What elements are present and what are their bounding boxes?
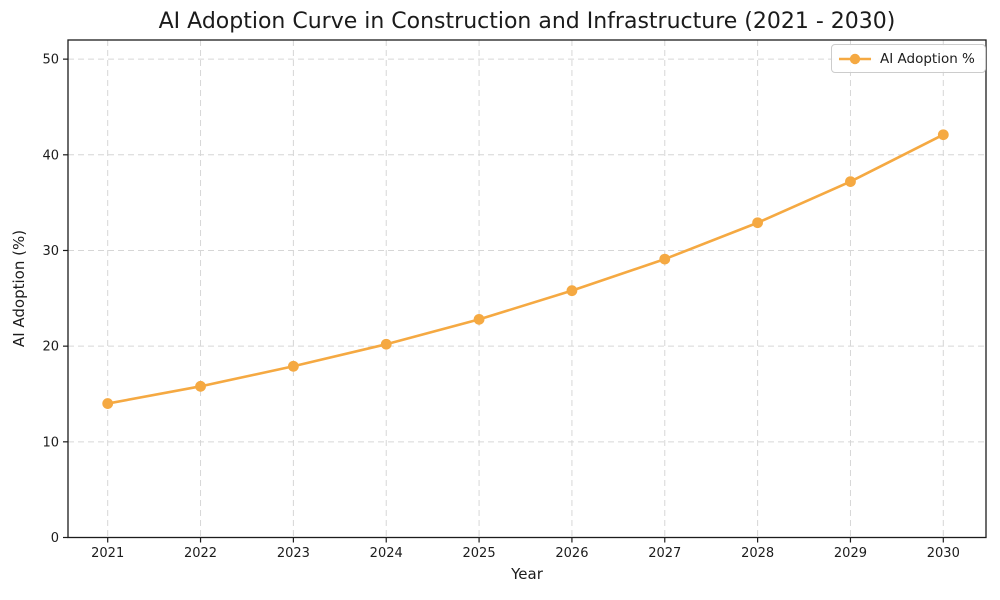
y-tick-label: 50 — [42, 53, 59, 68]
legend-series-label: AI Adoption % — [880, 50, 975, 67]
y-tick-label: 10 — [42, 435, 59, 450]
data-point — [473, 313, 485, 325]
data-point — [287, 360, 299, 372]
y-tick-label: 30 — [42, 244, 59, 259]
data-point — [845, 176, 856, 187]
x-tick-label: 2023 — [277, 546, 310, 561]
x-tick-label: 2028 — [741, 546, 774, 561]
series-line — [106, 133, 945, 405]
legend: AI Adoption % — [831, 44, 986, 73]
x-tick-label: 2026 — [555, 546, 588, 561]
chart-title: AI Adoption Curve in Construction and In… — [159, 9, 896, 34]
x-tick-label: 2029 — [834, 546, 867, 561]
data-point — [102, 398, 114, 409]
x-tick-label: 2027 — [648, 546, 681, 561]
data-point — [937, 129, 949, 141]
y-tick-label: 20 — [42, 340, 59, 355]
data-point — [566, 285, 578, 297]
data-point — [659, 253, 671, 265]
x-axis-label: Year — [510, 565, 544, 583]
y-tick-label: 0 — [51, 531, 59, 546]
x-tick-label: 2030 — [927, 546, 960, 561]
axes-box — [67, 39, 987, 539]
data-point — [195, 380, 206, 392]
x-tick-label: 2025 — [463, 546, 496, 561]
data-point — [380, 338, 392, 350]
x-tick-label: 2021 — [91, 546, 124, 561]
gridlines — [68, 40, 986, 538]
data-point — [752, 217, 764, 229]
series-layer — [102, 129, 949, 409]
y-tick-label: 40 — [42, 148, 59, 163]
legend-line-icon — [839, 53, 871, 64]
y-axis-label: AI Adoption (%) — [10, 230, 28, 347]
x-tick-label: 2024 — [370, 546, 403, 561]
axes-layer: 2021 2022 2023 2024 2025 2026 2027 2028 2029 2030… — [42, 39, 987, 561]
x-tick-label: 2022 — [184, 546, 217, 561]
